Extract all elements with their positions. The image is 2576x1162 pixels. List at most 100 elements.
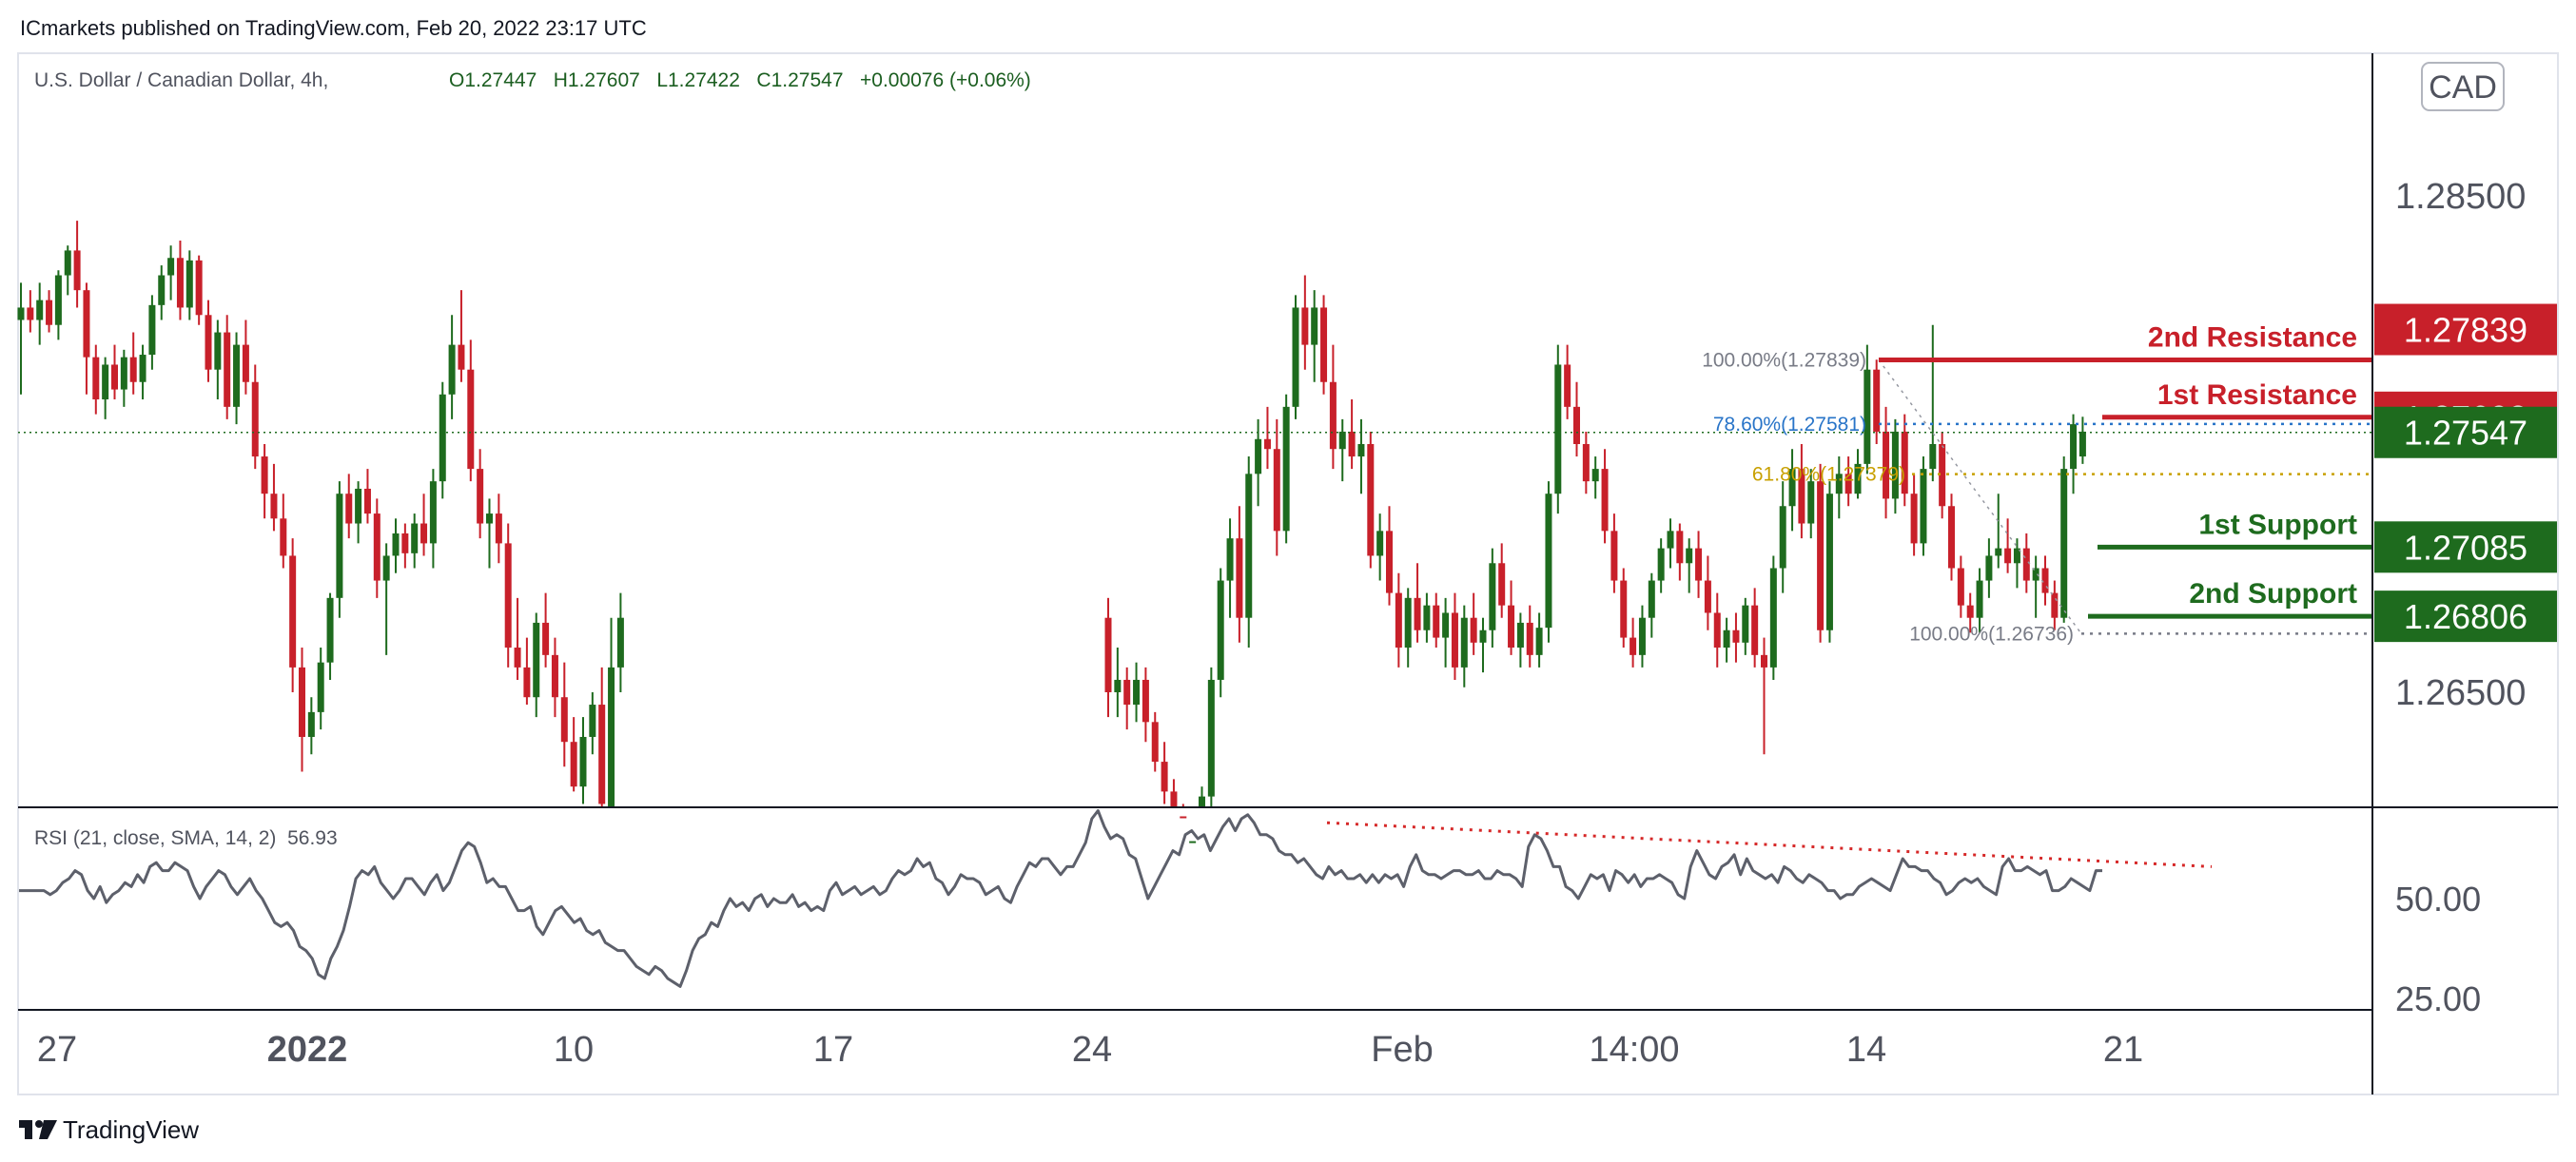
candle-body: [439, 394, 446, 482]
candle-body: [1114, 679, 1122, 692]
candle: [176, 240, 184, 320]
candle: [1376, 513, 1384, 581]
candle-body: [1582, 444, 1590, 482]
symbol-title: U.S. Dollar / Canadian Dollar, 4h,: [34, 69, 328, 91]
candle-body: [1479, 629, 1487, 643]
candle: [411, 513, 419, 569]
candle-body: [345, 494, 353, 524]
candle-body: [214, 332, 222, 370]
candle-body: [495, 513, 502, 544]
time-axis-tick: 14:00: [1589, 1030, 1679, 1070]
candle: [1723, 617, 1730, 663]
candle: [1114, 648, 1122, 718]
candle-body: [392, 533, 400, 556]
published-by-text: ICmarkets published on TradingView.com, …: [20, 16, 647, 40]
candle-body: [317, 662, 324, 712]
candle-body: [205, 315, 212, 370]
candle: [1199, 786, 1205, 807]
price-tag: 1.26806: [2374, 591, 2557, 643]
price-axis-tick: 1.26500: [2395, 673, 2526, 713]
candle-body: [1873, 369, 1881, 432]
candle-body: [1883, 431, 1890, 499]
candle: [185, 250, 193, 320]
price-axis[interactable]: 1.285001.265001.278391.276081.275471.270…: [2374, 177, 2557, 713]
candle: [1451, 592, 1458, 680]
candle-body: [373, 513, 381, 581]
candle: [205, 300, 212, 382]
candle-body: [2060, 469, 2068, 618]
candle: [336, 481, 343, 618]
candle-body: [224, 332, 231, 407]
time-axis[interactable]: 27 2022 10 17 24 Feb 14:00 14 21: [37, 1030, 2143, 1070]
candle-body: [167, 258, 175, 276]
price-tag-bg: [2374, 591, 2557, 643]
candle: [1601, 449, 1609, 544]
candle: [598, 667, 606, 807]
candle-body: [1939, 444, 1946, 507]
candle: [1835, 456, 1843, 519]
tradingview-logo-icon: [19, 1120, 57, 1139]
rsi-axis[interactable]: 50.00 25.00: [2395, 880, 2481, 1018]
candle: [560, 662, 568, 767]
price-tag: 1.27839: [2374, 303, 2557, 356]
candle-body: [2032, 568, 2039, 581]
candle: [1433, 592, 1440, 649]
candle-body: [1742, 605, 1749, 643]
candle-body: [54, 275, 62, 325]
candle-body: [46, 300, 53, 325]
candle-body: [2041, 568, 2049, 593]
candle-body: [1180, 816, 1187, 819]
candle: [148, 295, 156, 370]
candle-body: [92, 357, 100, 400]
candle-body: [2004, 548, 2012, 564]
currency-badge[interactable]: CAD: [2421, 62, 2505, 111]
time-axis-tick: 2022: [267, 1030, 348, 1070]
level-label: 1st Resistance: [2157, 379, 2357, 411]
price-tag-label: 1.27085: [2404, 528, 2527, 567]
candle: [2041, 555, 2049, 606]
candle: [458, 290, 465, 382]
candle-body: [1236, 538, 1243, 618]
candle: [54, 270, 62, 340]
time-axis-tick: 17: [813, 1030, 853, 1070]
candle-body: [176, 258, 184, 308]
price-pane[interactable]: 100.00%(1.27839) 78.60%(1.27581) 61.80%(1.…: [17, 221, 2373, 843]
candle-body: [270, 494, 278, 519]
candle: [439, 381, 446, 499]
candle-body: [401, 533, 409, 553]
candle-body: [129, 357, 137, 382]
candle-body: [1601, 469, 1609, 532]
candle: [2004, 518, 2012, 573]
candle-body: [448, 344, 456, 395]
candle: [1761, 637, 1767, 755]
candle: [1263, 406, 1271, 470]
candle-body: [1788, 469, 1796, 507]
candle-body: [139, 355, 146, 382]
candle-body: [1151, 722, 1159, 763]
candle: [1414, 563, 1421, 643]
candle: [345, 474, 353, 539]
price-tag-bg: [2374, 303, 2557, 356]
candle-body: [289, 555, 297, 668]
candle-body: [1564, 364, 1571, 407]
level-label: 1st Support: [2198, 509, 2357, 540]
price-tag-label: 1.27839: [2404, 311, 2527, 350]
tradingview-logo[interactable]: TradingView: [19, 1115, 199, 1144]
rsi-legend: RSI (21, close, SMA, 14, 2) 56.93: [34, 827, 338, 849]
candle-body: [1751, 605, 1759, 655]
candle-body: [1199, 796, 1205, 807]
candle: [27, 290, 34, 333]
rsi-pane[interactable]: RSI (21, close, SMA, 14, 2) 56.93: [19, 809, 2213, 988]
candle-body: [1676, 531, 1684, 564]
candle: [429, 469, 437, 569]
candle-body: [429, 481, 437, 544]
candle: [486, 498, 493, 569]
candle-body: [1573, 406, 1580, 444]
candle: [73, 221, 81, 308]
candle: [1732, 612, 1740, 663]
candle: [2078, 416, 2086, 464]
candle-body: [1985, 555, 1993, 581]
candle: [2022, 533, 2030, 593]
candle: [1386, 506, 1393, 606]
